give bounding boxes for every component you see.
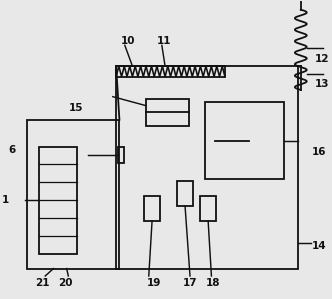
Text: 19: 19: [147, 278, 161, 288]
Bar: [200, 196, 216, 221]
Bar: [118, 147, 124, 163]
Text: 18: 18: [206, 278, 221, 288]
Text: 20: 20: [58, 278, 72, 288]
Bar: [39, 147, 77, 254]
Text: 1: 1: [2, 195, 9, 205]
Text: 15: 15: [69, 103, 84, 113]
Text: 16: 16: [312, 147, 326, 158]
Bar: [116, 66, 225, 77]
Text: 14: 14: [312, 241, 326, 251]
Text: 17: 17: [183, 278, 198, 288]
Text: 21: 21: [35, 278, 49, 288]
Text: 10: 10: [121, 36, 135, 46]
Bar: [177, 181, 193, 206]
Bar: [205, 102, 284, 179]
Text: 13: 13: [315, 79, 329, 89]
Bar: [146, 99, 189, 126]
Bar: [27, 120, 120, 269]
Text: 11: 11: [157, 36, 171, 46]
Text: 6: 6: [9, 144, 16, 155]
Bar: [144, 196, 160, 221]
Bar: [116, 66, 297, 269]
Text: 12: 12: [315, 54, 329, 64]
